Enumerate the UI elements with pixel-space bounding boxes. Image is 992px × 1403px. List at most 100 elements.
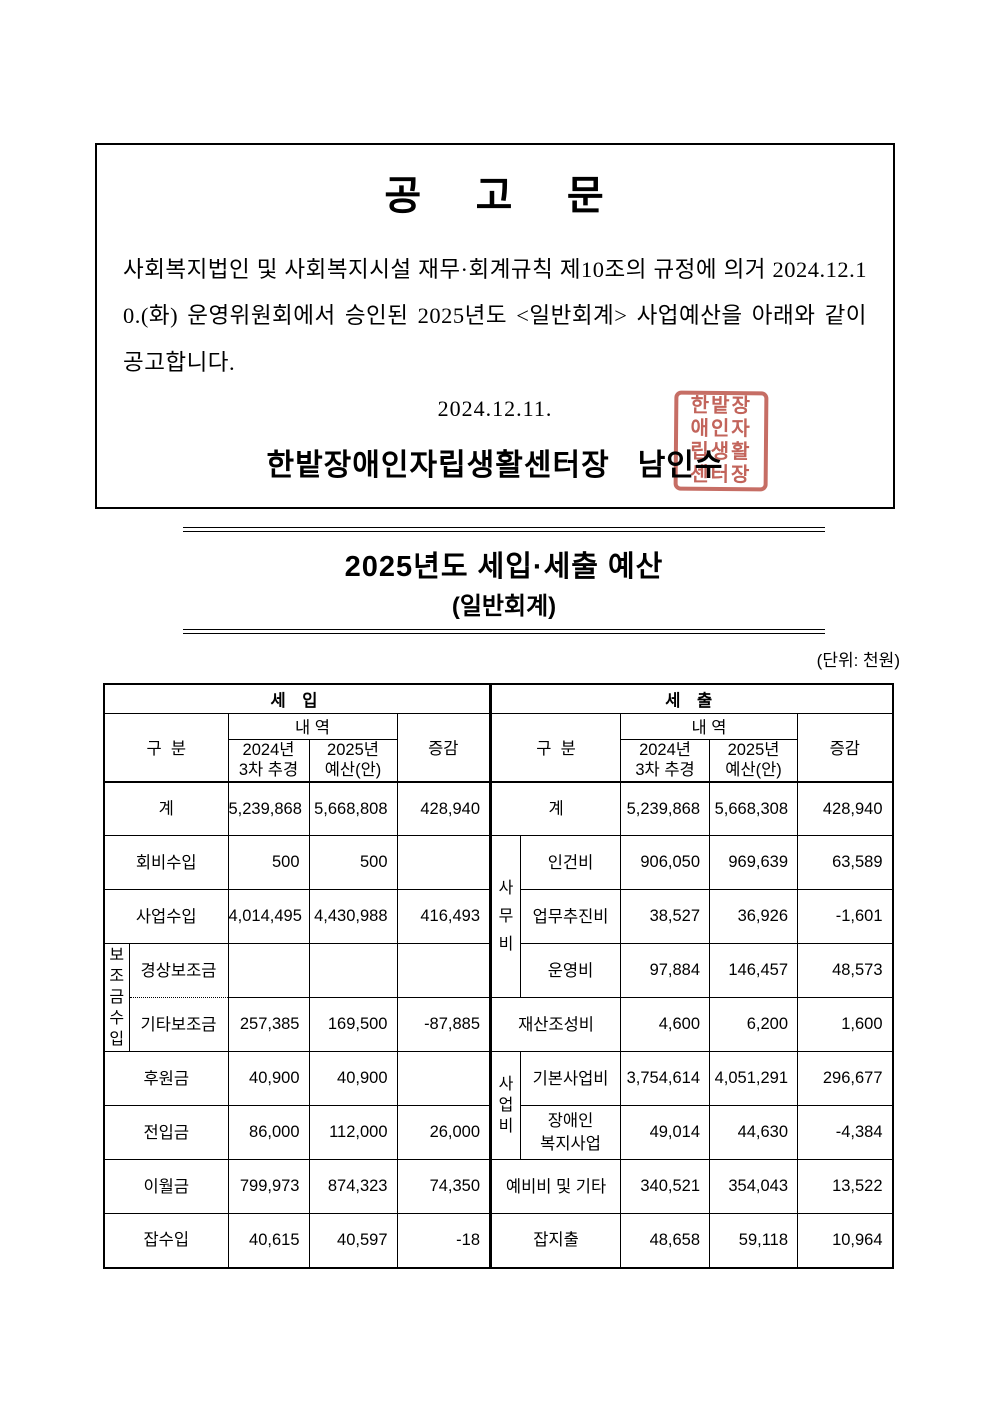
- value-change: [396, 943, 491, 999]
- value-change: 26,000: [396, 1105, 491, 1161]
- value-2024: 799,973: [227, 1159, 310, 1215]
- table-row: 잡수입 40,615 40,597 -18: [103, 1213, 491, 1269]
- value-2025: 36,926: [709, 889, 799, 945]
- value-2024: 5,239,868: [227, 780, 310, 837]
- table-row: 운영비 97,884 146,457 48,573: [492, 943, 894, 999]
- value-2024: 4,014,495: [227, 889, 310, 945]
- value-2025: 44,630: [709, 1105, 799, 1161]
- col-header-2025: 2025년 예산(안): [308, 738, 398, 783]
- col-header-detail: 내 역: [620, 712, 799, 740]
- value-2024: 5,239,868: [620, 780, 711, 837]
- row-label: 예비비 및 기타: [491, 1159, 622, 1215]
- value-2025: 169,500: [308, 997, 398, 1053]
- value-change: 1,600: [797, 997, 894, 1053]
- double-rule-top: [183, 527, 825, 532]
- row-label: 회비수입: [103, 835, 229, 891]
- row-group-label: 사무비: [491, 835, 522, 999]
- value-2024: 4,600: [620, 997, 711, 1053]
- table-row: 보조금수입 경상보조금: [103, 943, 491, 1053]
- table-row: 계 5,239,868 5,668,808 428,940: [103, 780, 491, 837]
- col-header-2024: 2024년 3차 추경: [227, 738, 310, 783]
- value-2025: 874,323: [308, 1159, 398, 1215]
- value-change: 428,940: [396, 780, 491, 837]
- value-change: 428,940: [797, 780, 894, 837]
- row-label: 기타보조금: [128, 997, 229, 1053]
- value-2024: 48,658: [620, 1213, 711, 1269]
- row-group-label: 사업비: [491, 1051, 522, 1161]
- value-change: [396, 1051, 491, 1107]
- value-2024: 340,521: [620, 1159, 711, 1215]
- unit-note: (단위: 천원): [816, 651, 900, 670]
- value-2024: 257,385: [227, 997, 310, 1053]
- table-row: 업무추진비 38,527 36,926 -1,601: [492, 889, 894, 945]
- table-row: 사업수입 4,014,495 4,430,988 416,493: [103, 889, 491, 945]
- value-change: 48,573: [797, 943, 894, 999]
- value-2025: 146,457: [709, 943, 799, 999]
- expense-table: 세 출 구 분 내 역 증감 2024년 3차 추경 2025년 예산(안) 계…: [491, 683, 894, 1269]
- col-header-change: 증감: [396, 712, 491, 783]
- col-header-category: 구 분: [103, 712, 229, 783]
- row-label: 재산조성비: [491, 997, 622, 1053]
- row-label: 후원금: [103, 1051, 229, 1107]
- budget-table: 세 입 구 분 내 역 증감 2024년 3차 추경 2025년 예산(안) 계…: [103, 683, 894, 1269]
- value-2025: 500: [308, 835, 398, 891]
- value-change: -1,601: [797, 889, 894, 945]
- value-2025: 112,000: [308, 1105, 398, 1161]
- expense-title: 세 출: [491, 683, 894, 714]
- value-2024: 40,615: [227, 1213, 310, 1269]
- value-change: -87,885: [396, 997, 491, 1053]
- table-row: 후원금 40,900 40,900: [103, 1051, 491, 1107]
- row-label: 경상보조금: [128, 943, 229, 999]
- col-header-change: 증감: [797, 712, 894, 783]
- table-row: 기타보조금 257,385 169,500 -87,885: [104, 997, 491, 1053]
- table-row: 계 5,239,868 5,668,308 428,940: [491, 780, 894, 837]
- row-label: 계: [491, 780, 622, 837]
- value-change: -18: [396, 1213, 491, 1269]
- value-2025: 354,043: [709, 1159, 799, 1215]
- income-table: 세 입 구 분 내 역 증감 2024년 3차 추경 2025년 예산(안) 계…: [103, 683, 492, 1269]
- table-row: 회비수입 500 500: [103, 835, 491, 891]
- value-2025: 5,668,808: [308, 780, 398, 837]
- value-2025: 969,639: [709, 835, 799, 891]
- row-group-label: 보조금수입: [103, 943, 130, 1053]
- row-label: 기본사업비: [520, 1051, 622, 1107]
- table-row: 예비비 및 기타 340,521 354,043 13,522: [491, 1159, 894, 1215]
- value-2024: 500: [227, 835, 310, 891]
- notice-box: 공 고 문 사회복지법인 및 사회복지시설 재무·회계규칙 제10조의 규정에 …: [95, 143, 895, 509]
- table-row: 잡지출 48,658 59,118 10,964: [491, 1213, 894, 1269]
- col-header-detail: 내 역: [227, 712, 398, 740]
- row-label: 장애인 복지사업: [520, 1105, 622, 1161]
- value-2024: 86,000: [227, 1105, 310, 1161]
- row-label: 사업수입: [103, 889, 229, 945]
- section-title: 2025년도 세입·세출 예산: [344, 551, 664, 583]
- value-2025: 40,597: [308, 1213, 398, 1269]
- notice-title: 공 고 문: [384, 174, 606, 218]
- value-2024: 38,527: [620, 889, 711, 945]
- value-2025: 59,118: [709, 1213, 799, 1269]
- value-2025: 5,668,308: [709, 780, 799, 837]
- value-change: 13,522: [797, 1159, 894, 1215]
- notice-body-text: 사회복지법인 및 사회복지시설 재무·회계규칙 제10조의 규정에 의거 202…: [123, 257, 867, 375]
- table-row: 재산조성비 4,600 6,200 1,600: [491, 997, 894, 1053]
- row-label: 업무추진비: [520, 889, 622, 945]
- table-row: 장애인 복지사업 49,014 44,630 -4,384: [492, 1105, 894, 1161]
- value-2024: [227, 943, 310, 999]
- value-change: 63,589: [797, 835, 894, 891]
- row-label: 잡지출: [491, 1213, 622, 1269]
- value-2024: 40,900: [227, 1051, 310, 1107]
- table-row: 사업비 기본사업비 3,754,614 4,051,291 296,677: [491, 1051, 894, 1161]
- value-change: 10,964: [797, 1213, 894, 1269]
- value-2025: [308, 943, 398, 999]
- double-rule-bottom: [183, 629, 825, 634]
- col-header-2024: 2024년 3차 추경: [620, 738, 711, 783]
- row-label: 이월금: [103, 1159, 229, 1215]
- section-title-block: 2025년도 세입·세출 예산 (일반회계): [183, 527, 825, 634]
- value-2025: 4,051,291: [709, 1051, 799, 1107]
- col-header-category: 구 분: [491, 712, 622, 783]
- row-label: 운영비: [520, 943, 622, 999]
- value-change: [396, 835, 491, 891]
- row-label: 인건비: [520, 835, 622, 891]
- value-change: 74,350: [396, 1159, 491, 1215]
- value-2024: 906,050: [620, 835, 711, 891]
